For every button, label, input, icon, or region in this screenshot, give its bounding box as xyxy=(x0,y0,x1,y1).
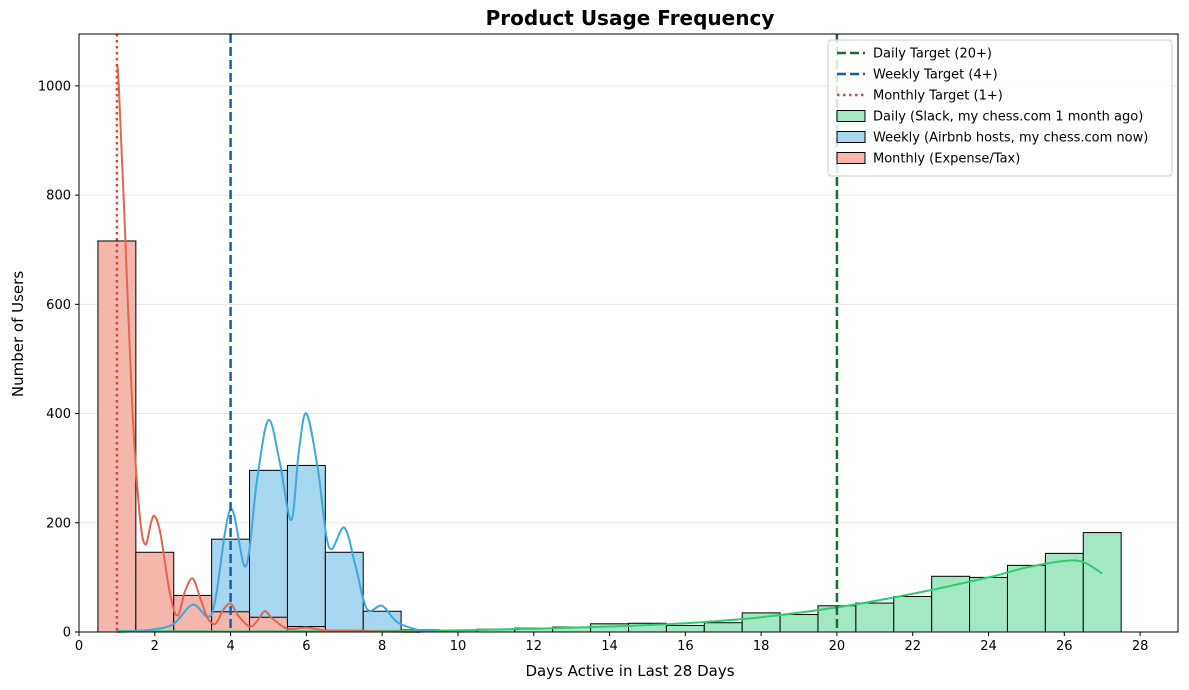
legend-label-5: Monthly (Expense/Tax) xyxy=(873,152,1020,167)
y-tick-label-1000: 1000 xyxy=(38,79,71,94)
x-tick-label-2: 2 xyxy=(151,639,159,654)
histogram-bars xyxy=(97,240,1122,633)
bar-series-0-bin-16 xyxy=(665,624,705,633)
x-tick-label-0: 0 xyxy=(75,639,83,654)
bar-series-0-bin-21 xyxy=(855,602,895,633)
bar-series-0-bin-22 xyxy=(893,596,933,633)
bar-series-0-bin-23 xyxy=(931,575,971,633)
bar-series-0-bin-25 xyxy=(1006,564,1046,633)
x-tick-label-4: 4 xyxy=(226,639,234,654)
x-tick-label-20: 20 xyxy=(829,639,846,654)
legend-swatch-4 xyxy=(836,131,866,143)
bar-series-0-bin-17 xyxy=(703,622,743,633)
kde-curves xyxy=(115,63,1103,633)
y-tick-label-800: 800 xyxy=(46,189,71,204)
legend-label-3: Daily (Slack, my chess.com 1 month ago) xyxy=(873,110,1143,125)
legend-swatch-5 xyxy=(836,152,866,164)
x-tick-label-12: 12 xyxy=(525,639,542,654)
y-tick-label-600: 600 xyxy=(46,298,71,313)
x-tick-label-16: 16 xyxy=(677,639,694,654)
y-tick-label-200: 200 xyxy=(46,516,71,531)
bar-series-0-bin-27 xyxy=(1082,532,1122,633)
x-tick-label-28: 28 xyxy=(1132,639,1149,654)
bar-series-0-bin-24 xyxy=(969,576,1008,633)
x-tick-label-24: 24 xyxy=(980,639,997,654)
legend-label-4: Weekly (Airbnb hosts, my chess.com now) xyxy=(873,131,1148,146)
legend: Daily Target (20+) Weekly Target (4+) Mont… xyxy=(827,39,1173,177)
axes: 0 2 4 6 8 10 12 14 16 18 20 22 24 26 28020040060080010… xyxy=(38,33,1179,654)
x-tick-label-10: 10 xyxy=(450,639,467,654)
bar-series-1-bin-6 xyxy=(286,464,326,633)
chart-title: Product Usage Frequency xyxy=(486,6,775,30)
y-tick-label-0: 0 xyxy=(63,626,71,641)
x-tick-label-26: 26 xyxy=(1056,639,1073,654)
kde-curve-series-2 xyxy=(115,63,421,633)
y-axis-label: Number of Users xyxy=(9,271,27,397)
y-tick-label-400: 400 xyxy=(46,407,71,422)
legend-box xyxy=(827,39,1173,177)
bar-series-0-bin-26 xyxy=(1044,552,1084,633)
x-tick-label-8: 8 xyxy=(378,639,386,654)
bar-series-2-bin-2 xyxy=(135,551,175,633)
x-tick-label-14: 14 xyxy=(601,639,618,654)
x-tick-label-6: 6 xyxy=(302,639,310,654)
plot-frame xyxy=(78,33,1179,633)
bar-series-1-bin-7 xyxy=(324,551,364,633)
bar-series-0-bin-19 xyxy=(779,614,819,633)
legend-swatch-3 xyxy=(836,110,866,122)
legend-label-2: Monthly Target (1+) xyxy=(873,89,1003,104)
kde-curve-series-1 xyxy=(116,412,436,633)
x-tick-label-18: 18 xyxy=(753,639,770,654)
legend-label-1: Weekly Target (4+) xyxy=(873,68,998,83)
legend-label-0: Daily Target (20+) xyxy=(873,47,992,62)
x-axis-label: Days Active in Last 28 Days xyxy=(525,662,734,680)
x-tick-label-22: 22 xyxy=(904,639,921,654)
